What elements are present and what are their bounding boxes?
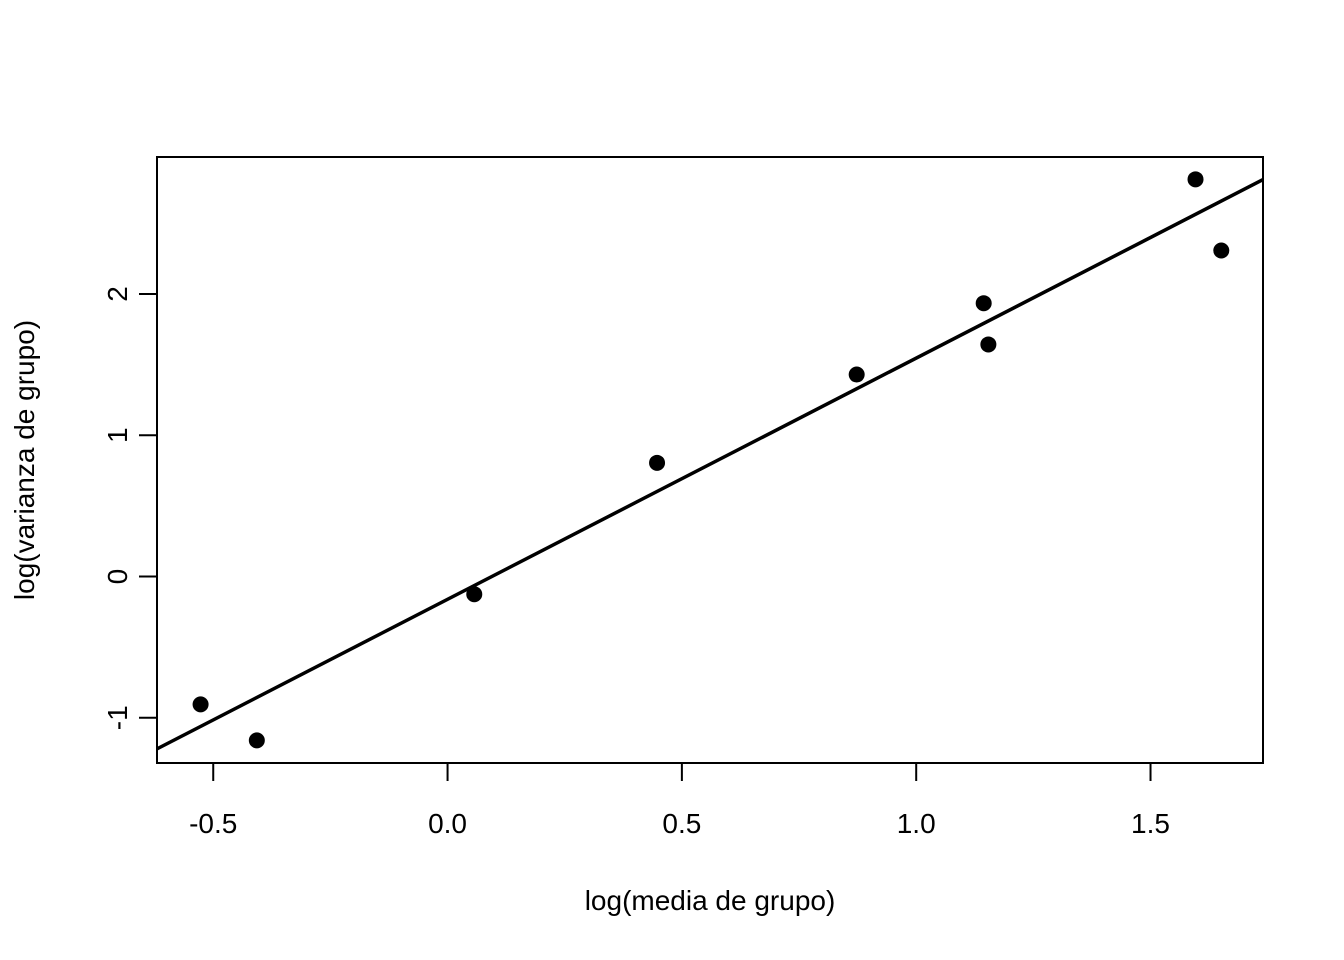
data-point [649,454,666,471]
data-point [248,732,265,749]
x-tick-label: 0.0 [428,808,467,839]
y-axis: -1 0 1 2 [102,286,158,730]
data-point [980,336,997,353]
plot-frame [156,156,1264,764]
data-point [1187,171,1204,188]
x-tick-label: -0.5 [189,808,237,839]
y-tick-label: -1 [102,705,133,730]
x-tick-label: 0.5 [662,808,701,839]
x-axis-label: log(media de grupo) [585,885,836,916]
x-tick-label: 1.0 [897,808,936,839]
y-tick-label: 0 [102,569,133,585]
x-tick-label: 1.5 [1131,808,1170,839]
y-tick-label: 1 [102,427,133,443]
data-point [192,696,209,713]
regression-line [156,178,1264,751]
data-point [1213,242,1230,259]
data-points [192,171,1230,749]
x-axis: -0.5 0.0 0.5 1.0 1.5 [189,762,1170,839]
y-tick-label: 2 [102,286,133,302]
data-point [975,295,992,312]
y-axis-label: log(varianza de grupo) [9,320,40,600]
data-point [466,586,483,603]
data-point [848,366,865,383]
